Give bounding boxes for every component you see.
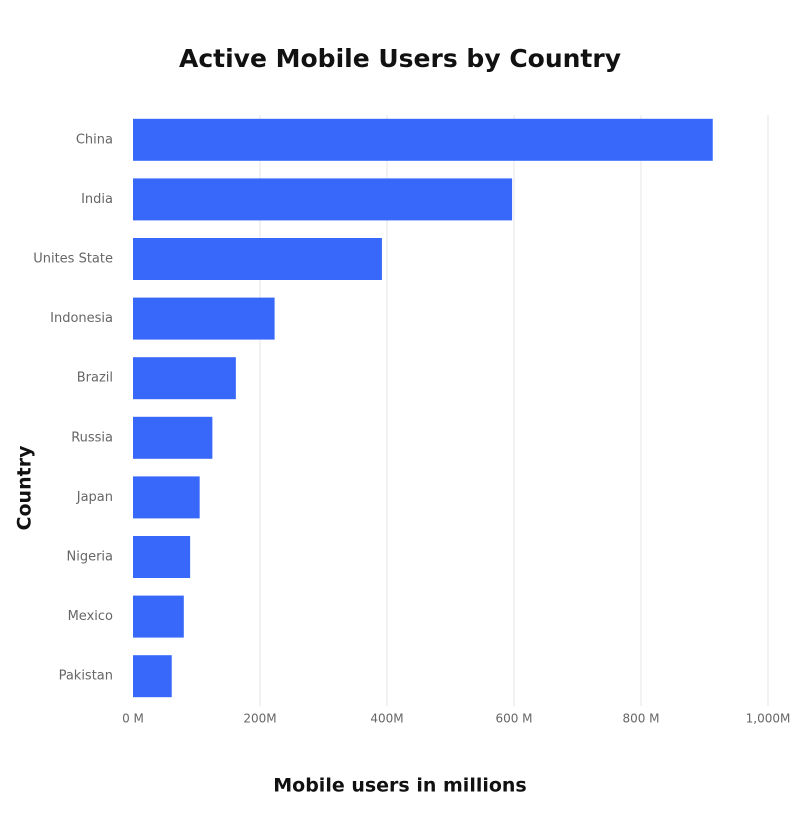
bar <box>133 238 382 280</box>
chart-title: Active Mobile Users by Country <box>179 44 621 73</box>
y-tick-label: China <box>76 132 113 147</box>
bar <box>133 595 184 638</box>
bar <box>133 357 236 400</box>
x-tick-label: 200M <box>243 712 276 726</box>
y-tick-label: Pakistan <box>59 669 113 684</box>
x-axis-title: Mobile users in millions <box>273 775 527 797</box>
y-tick-label: Brazil <box>77 371 113 386</box>
x-tick-label: 400M <box>370 712 403 726</box>
bar <box>133 118 713 161</box>
bar <box>133 655 172 698</box>
y-tick-label: Nigeria <box>66 550 113 565</box>
y-axis-title: Country <box>14 445 36 531</box>
x-tick-label: 1,000M <box>746 712 791 726</box>
bar <box>133 416 213 459</box>
x-tick-label: 0 M <box>122 712 144 726</box>
x-tick-label: 600 M <box>495 712 532 726</box>
y-tick-label: Unites State <box>33 252 113 267</box>
bar <box>133 476 200 519</box>
bar <box>133 536 191 578</box>
y-tick-label: Indonesia <box>50 311 113 326</box>
y-tick-label: Russia <box>71 430 113 445</box>
x-tick-label: 800 M <box>622 712 659 726</box>
y-tick-label: India <box>81 192 113 207</box>
bar <box>133 178 513 221</box>
bar <box>133 297 275 340</box>
y-tick-label: Mexico <box>68 609 113 624</box>
y-tick-label: Japan <box>76 490 113 505</box>
